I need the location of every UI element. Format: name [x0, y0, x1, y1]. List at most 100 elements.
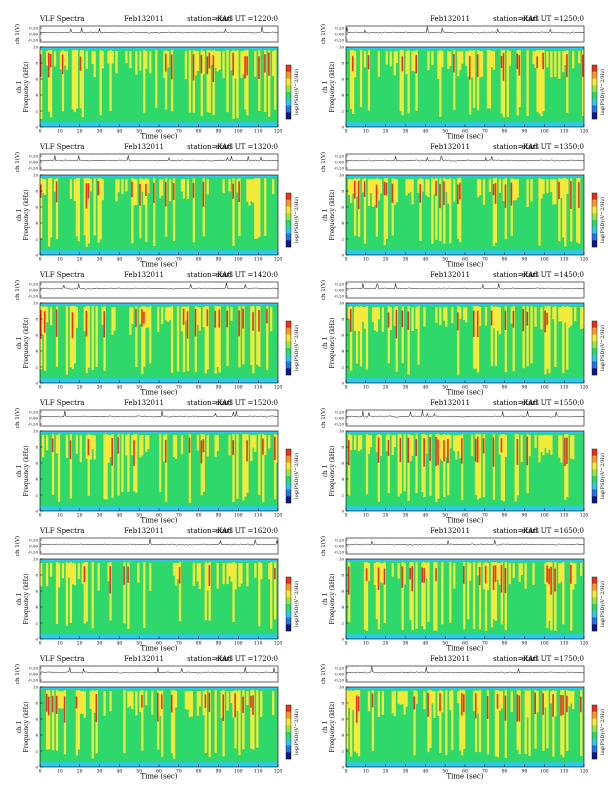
- spectrogram-speckle: [164, 307, 168, 321]
- panel-station-label: station=KAG: [493, 399, 539, 407]
- spectrogram-speckle: [395, 179, 398, 203]
- spectrogram-speckle: [79, 691, 82, 714]
- spectrogram-burst: [461, 434, 464, 501]
- x-axis-label: Time (sec): [140, 517, 177, 525]
- spectrogram-speckle: [498, 691, 501, 711]
- colorbar-label: log(PSD)(V^2/Hz): [599, 581, 606, 627]
- x-tick-label: 10: [57, 385, 63, 391]
- spectrogram-speckle: [570, 435, 573, 459]
- spectrogram-speckle: [385, 51, 388, 65]
- spectrogram-speckle: [184, 691, 188, 710]
- spectrogram-ytick-label: 2: [35, 621, 38, 626]
- colorbar-segment: [286, 98, 291, 106]
- spectrogram-speckle: [373, 307, 377, 331]
- spectrogram-speckle: [546, 179, 549, 194]
- x-tick-label: 30: [97, 257, 103, 263]
- spectrogram-speckle: [560, 179, 563, 198]
- x-tick-label: 80: [196, 513, 202, 519]
- trace-tick-label: 0.00: [335, 672, 344, 677]
- colorbar-label: log(PSD)(V^2/Hz): [599, 453, 606, 499]
- x-tick-label: 60: [462, 257, 468, 263]
- spectrogram-speckle: [582, 307, 585, 329]
- spectrogram-ytick-label: 2: [341, 109, 344, 114]
- spectrogram-speckle: [441, 435, 444, 462]
- spectrogram-speckle: [389, 307, 392, 331]
- spectrogram-burst-core: [413, 696, 416, 710]
- panel-date-label: Feb132011: [124, 399, 164, 407]
- colorbar-segment: [592, 206, 597, 214]
- spectrogram-speckle: [498, 179, 501, 193]
- spectrogram-burst: [526, 50, 529, 116]
- spectrogram-speckle: [457, 435, 460, 452]
- spectrogram-burst: [135, 434, 138, 493]
- spectrogram-burst-core: [363, 181, 366, 197]
- spectrogram-speckle: [254, 563, 257, 578]
- spectrogram-speckle: [43, 179, 47, 195]
- colorbar-segment: [592, 617, 597, 625]
- panel-station-label: station=KAG: [187, 143, 233, 151]
- colorbar-segment: [286, 745, 291, 753]
- x-tick-label: 0: [39, 129, 42, 135]
- spectrogram-burst: [77, 178, 80, 242]
- spectrogram-burst: [534, 690, 537, 749]
- colorbar-segment: [592, 71, 597, 79]
- spectrogram-ytick-label: 10: [339, 429, 345, 434]
- spectrogram-burst: [55, 690, 59, 751]
- spectrogram-speckle: [131, 307, 134, 325]
- spectrogram-speckle: [222, 51, 225, 79]
- spectrogram-speckle: [141, 179, 144, 192]
- spectrogram-burst: [93, 178, 96, 236]
- x-tick-label: 40: [422, 257, 428, 263]
- spectrogram-ylabel: ch 1Frequency (kHz): [322, 317, 336, 368]
- spectrogram-burst-core: [200, 440, 203, 464]
- spectrogram-burst: [494, 178, 498, 243]
- spectrogram-speckle: [397, 691, 400, 704]
- spectrogram-burst: [397, 434, 400, 497]
- spectrogram-burst: [564, 178, 567, 247]
- spectrogram-speckle: [445, 179, 448, 193]
- spectrogram-burst-core: [200, 54, 203, 74]
- spectrogram-speckle: [526, 179, 529, 207]
- colorbar-segment: [592, 597, 597, 605]
- colorbar-segment: [286, 240, 291, 248]
- spectrogram-speckle: [81, 563, 84, 584]
- spectrogram-burst-core: [437, 439, 439, 466]
- trace-tick-label: 0.00: [29, 672, 38, 677]
- spectrogram-burst-core: [85, 183, 88, 209]
- spectrogram-burst: [212, 50, 215, 116]
- spectrogram-burst: [566, 690, 569, 752]
- x-tick-label: 120: [274, 385, 283, 391]
- spectrogram-burst: [47, 50, 51, 112]
- spectrogram-burst: [463, 690, 466, 750]
- x-tick-label: 90: [216, 257, 222, 263]
- spectrogram-burst: [451, 690, 454, 751]
- spectrogram-ytick-label: 0: [341, 509, 344, 514]
- spectrogram-burst: [490, 306, 494, 366]
- spectrogram-burst-core: [510, 182, 513, 206]
- spectrogram-burst-core: [202, 439, 205, 453]
- spectrogram-speckle: [83, 307, 86, 332]
- spectrogram-burst-core: [429, 437, 431, 461]
- colorbar-segment: [286, 462, 291, 470]
- spectrogram-burst: [252, 690, 255, 750]
- spectrogram-burst: [75, 50, 78, 109]
- trace-tick-label: 0.00: [335, 160, 344, 165]
- spectrogram-speckle: [393, 179, 396, 205]
- trace-waveform: [39, 155, 279, 162]
- spectrogram-burst-core: [526, 436, 529, 466]
- spectrogram-speckle: [447, 179, 450, 204]
- spectrogram-burst-core: [550, 566, 552, 595]
- spectrogram-burst: [145, 178, 148, 242]
- spectrogram-speckle: [552, 307, 555, 320]
- x-tick-label: 40: [116, 641, 122, 647]
- spectrogram-burst-core: [40, 54, 42, 77]
- spectrogram-speckle: [206, 179, 209, 195]
- spectrogram-burst: [562, 562, 565, 625]
- spectrogram-burst: [536, 50, 539, 112]
- spectrogram-burst-core: [391, 183, 394, 203]
- x-tick-label: 30: [97, 129, 103, 135]
- panel-date-label: Feb132011: [430, 143, 470, 151]
- spectrogram-speckle: [115, 51, 118, 74]
